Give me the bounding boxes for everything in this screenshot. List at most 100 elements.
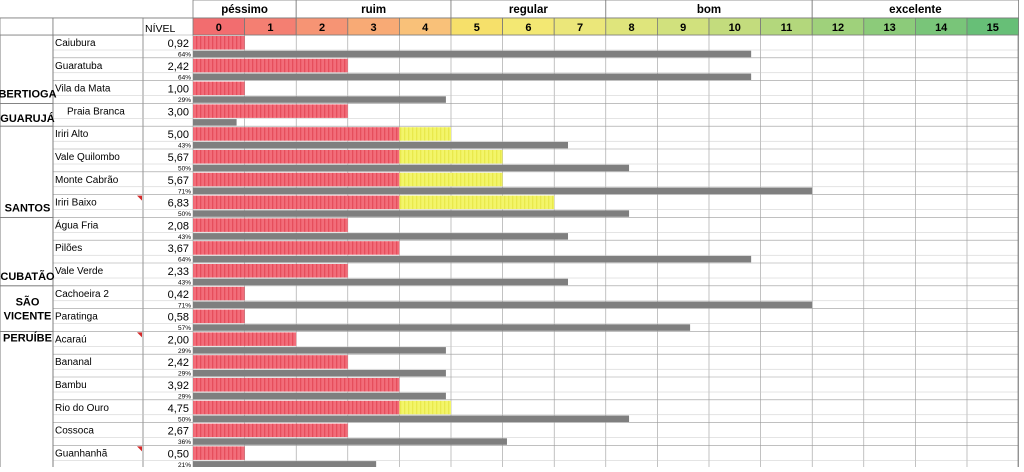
row-name: Cachoeira 2 bbox=[55, 289, 109, 300]
group-cell bbox=[0, 330, 54, 469]
percent-bar bbox=[193, 461, 377, 468]
row-name: Bananal bbox=[55, 357, 92, 368]
percent-bar bbox=[193, 255, 752, 263]
percent-bar bbox=[193, 233, 569, 240]
percent-label: 43% bbox=[178, 234, 191, 241]
nivel-bar-high bbox=[399, 150, 503, 164]
percent-bar bbox=[193, 96, 446, 103]
percent-bar bbox=[193, 278, 569, 286]
percent-bar bbox=[193, 210, 630, 217]
row-nivel: 6,83 bbox=[168, 198, 189, 210]
row-name: Vale Verde bbox=[55, 266, 104, 277]
category-label: regular bbox=[509, 4, 549, 16]
nivel-bar bbox=[193, 423, 348, 438]
row-nivel: 5,67 bbox=[168, 152, 189, 164]
percent-bar bbox=[193, 119, 237, 126]
comment-marker bbox=[137, 446, 142, 452]
row-name: Água Fria bbox=[55, 218, 99, 231]
row-nivel: 0,92 bbox=[168, 38, 189, 50]
row-name: Paratinga bbox=[55, 312, 98, 323]
group-label: SÃO bbox=[16, 295, 40, 308]
nivel-bar bbox=[193, 218, 348, 232]
row-name: Acaraú bbox=[55, 334, 87, 345]
percent-label: 29% bbox=[178, 394, 191, 401]
row-name: Bambu bbox=[55, 380, 87, 391]
row-name: Cossoca bbox=[55, 426, 94, 437]
row-name: Praia Branca bbox=[67, 106, 125, 117]
row-name: Caiubura bbox=[55, 38, 96, 49]
comment-marker bbox=[137, 195, 142, 201]
percent-label: 43% bbox=[178, 280, 191, 287]
nivel-bar bbox=[193, 36, 245, 50]
percent-label: 43% bbox=[178, 143, 191, 150]
group-label: SANTOS bbox=[5, 202, 51, 214]
nivel-bar bbox=[193, 104, 348, 118]
row-name: Rio do Ouro bbox=[55, 403, 109, 414]
percent-label: 71% bbox=[178, 188, 191, 195]
group-label: PERUÍBE bbox=[3, 331, 52, 344]
percent-bar bbox=[193, 164, 630, 172]
row-name: Vila da Mata bbox=[55, 84, 111, 95]
row-nivel: 2,00 bbox=[168, 334, 189, 346]
header-blank-cell bbox=[52, 17, 144, 36]
percent-bar bbox=[193, 438, 507, 445]
category-label: ruim bbox=[361, 4, 386, 16]
nivel-bar bbox=[193, 150, 400, 164]
percent-bar bbox=[193, 369, 446, 377]
nivel-bar bbox=[193, 81, 245, 96]
tick-label: 9 bbox=[680, 22, 686, 34]
row-nivel: 2,42 bbox=[168, 61, 189, 73]
nivel-bar bbox=[193, 286, 245, 301]
row-nivel: 2,67 bbox=[168, 426, 189, 438]
percent-label: 36% bbox=[178, 439, 191, 446]
row-nivel: 4,75 bbox=[168, 403, 189, 415]
tick-label: 8 bbox=[629, 22, 635, 34]
percent-label: 64% bbox=[178, 52, 191, 59]
category-label: bom bbox=[697, 4, 721, 16]
row-nivel: 2,33 bbox=[168, 266, 189, 278]
group-cell bbox=[0, 285, 54, 332]
tick-label: 6 bbox=[525, 22, 531, 34]
row-nivel: 0,50 bbox=[168, 448, 189, 460]
percent-label: 29% bbox=[178, 97, 191, 104]
percent-bar bbox=[193, 187, 813, 194]
percent-bar bbox=[193, 415, 630, 422]
comment-marker bbox=[137, 332, 142, 338]
group-label: VICENTE bbox=[4, 310, 52, 322]
tick-label: 14 bbox=[935, 22, 948, 34]
row-name: Monte Cabrão bbox=[55, 175, 119, 186]
nivel-bar bbox=[193, 127, 400, 141]
nivel-header: NÍVEL bbox=[145, 22, 176, 35]
nivel-bar-high bbox=[399, 195, 555, 210]
nivel-bar bbox=[193, 264, 348, 278]
tick-label: 1 bbox=[267, 22, 273, 34]
tick-label: 0 bbox=[216, 22, 222, 34]
percent-bar bbox=[193, 50, 752, 58]
row-nivel: 0,42 bbox=[168, 289, 189, 301]
group-label: BERTIOGA bbox=[0, 88, 57, 100]
percent-label: 64% bbox=[178, 257, 191, 264]
nivel-bar bbox=[193, 332, 297, 346]
percent-label: 50% bbox=[178, 211, 191, 218]
nivel-bar-high bbox=[399, 172, 503, 187]
row-nivel: 5,00 bbox=[168, 129, 189, 141]
tick-cell bbox=[966, 17, 1019, 36]
tick-label: 11 bbox=[781, 22, 793, 34]
tick-label: 13 bbox=[883, 22, 895, 34]
percent-label: 50% bbox=[178, 166, 191, 173]
group-label: GUARUJÁ bbox=[0, 112, 54, 125]
tick-label: 5 bbox=[474, 22, 480, 34]
percent-label: 50% bbox=[178, 416, 191, 423]
tick-label: 4 bbox=[422, 22, 429, 34]
nivel-bar bbox=[193, 309, 245, 324]
percent-label: 71% bbox=[178, 302, 191, 309]
nivel-bar bbox=[193, 172, 400, 187]
nivel-bar bbox=[193, 241, 400, 255]
category-label: péssimo bbox=[221, 4, 268, 16]
tick-label: 10 bbox=[729, 22, 741, 34]
row-nivel: 2,42 bbox=[168, 357, 189, 369]
row-name: Vale Quilombo bbox=[55, 152, 120, 163]
nivel-bar bbox=[193, 400, 400, 415]
percent-bar bbox=[193, 73, 752, 80]
